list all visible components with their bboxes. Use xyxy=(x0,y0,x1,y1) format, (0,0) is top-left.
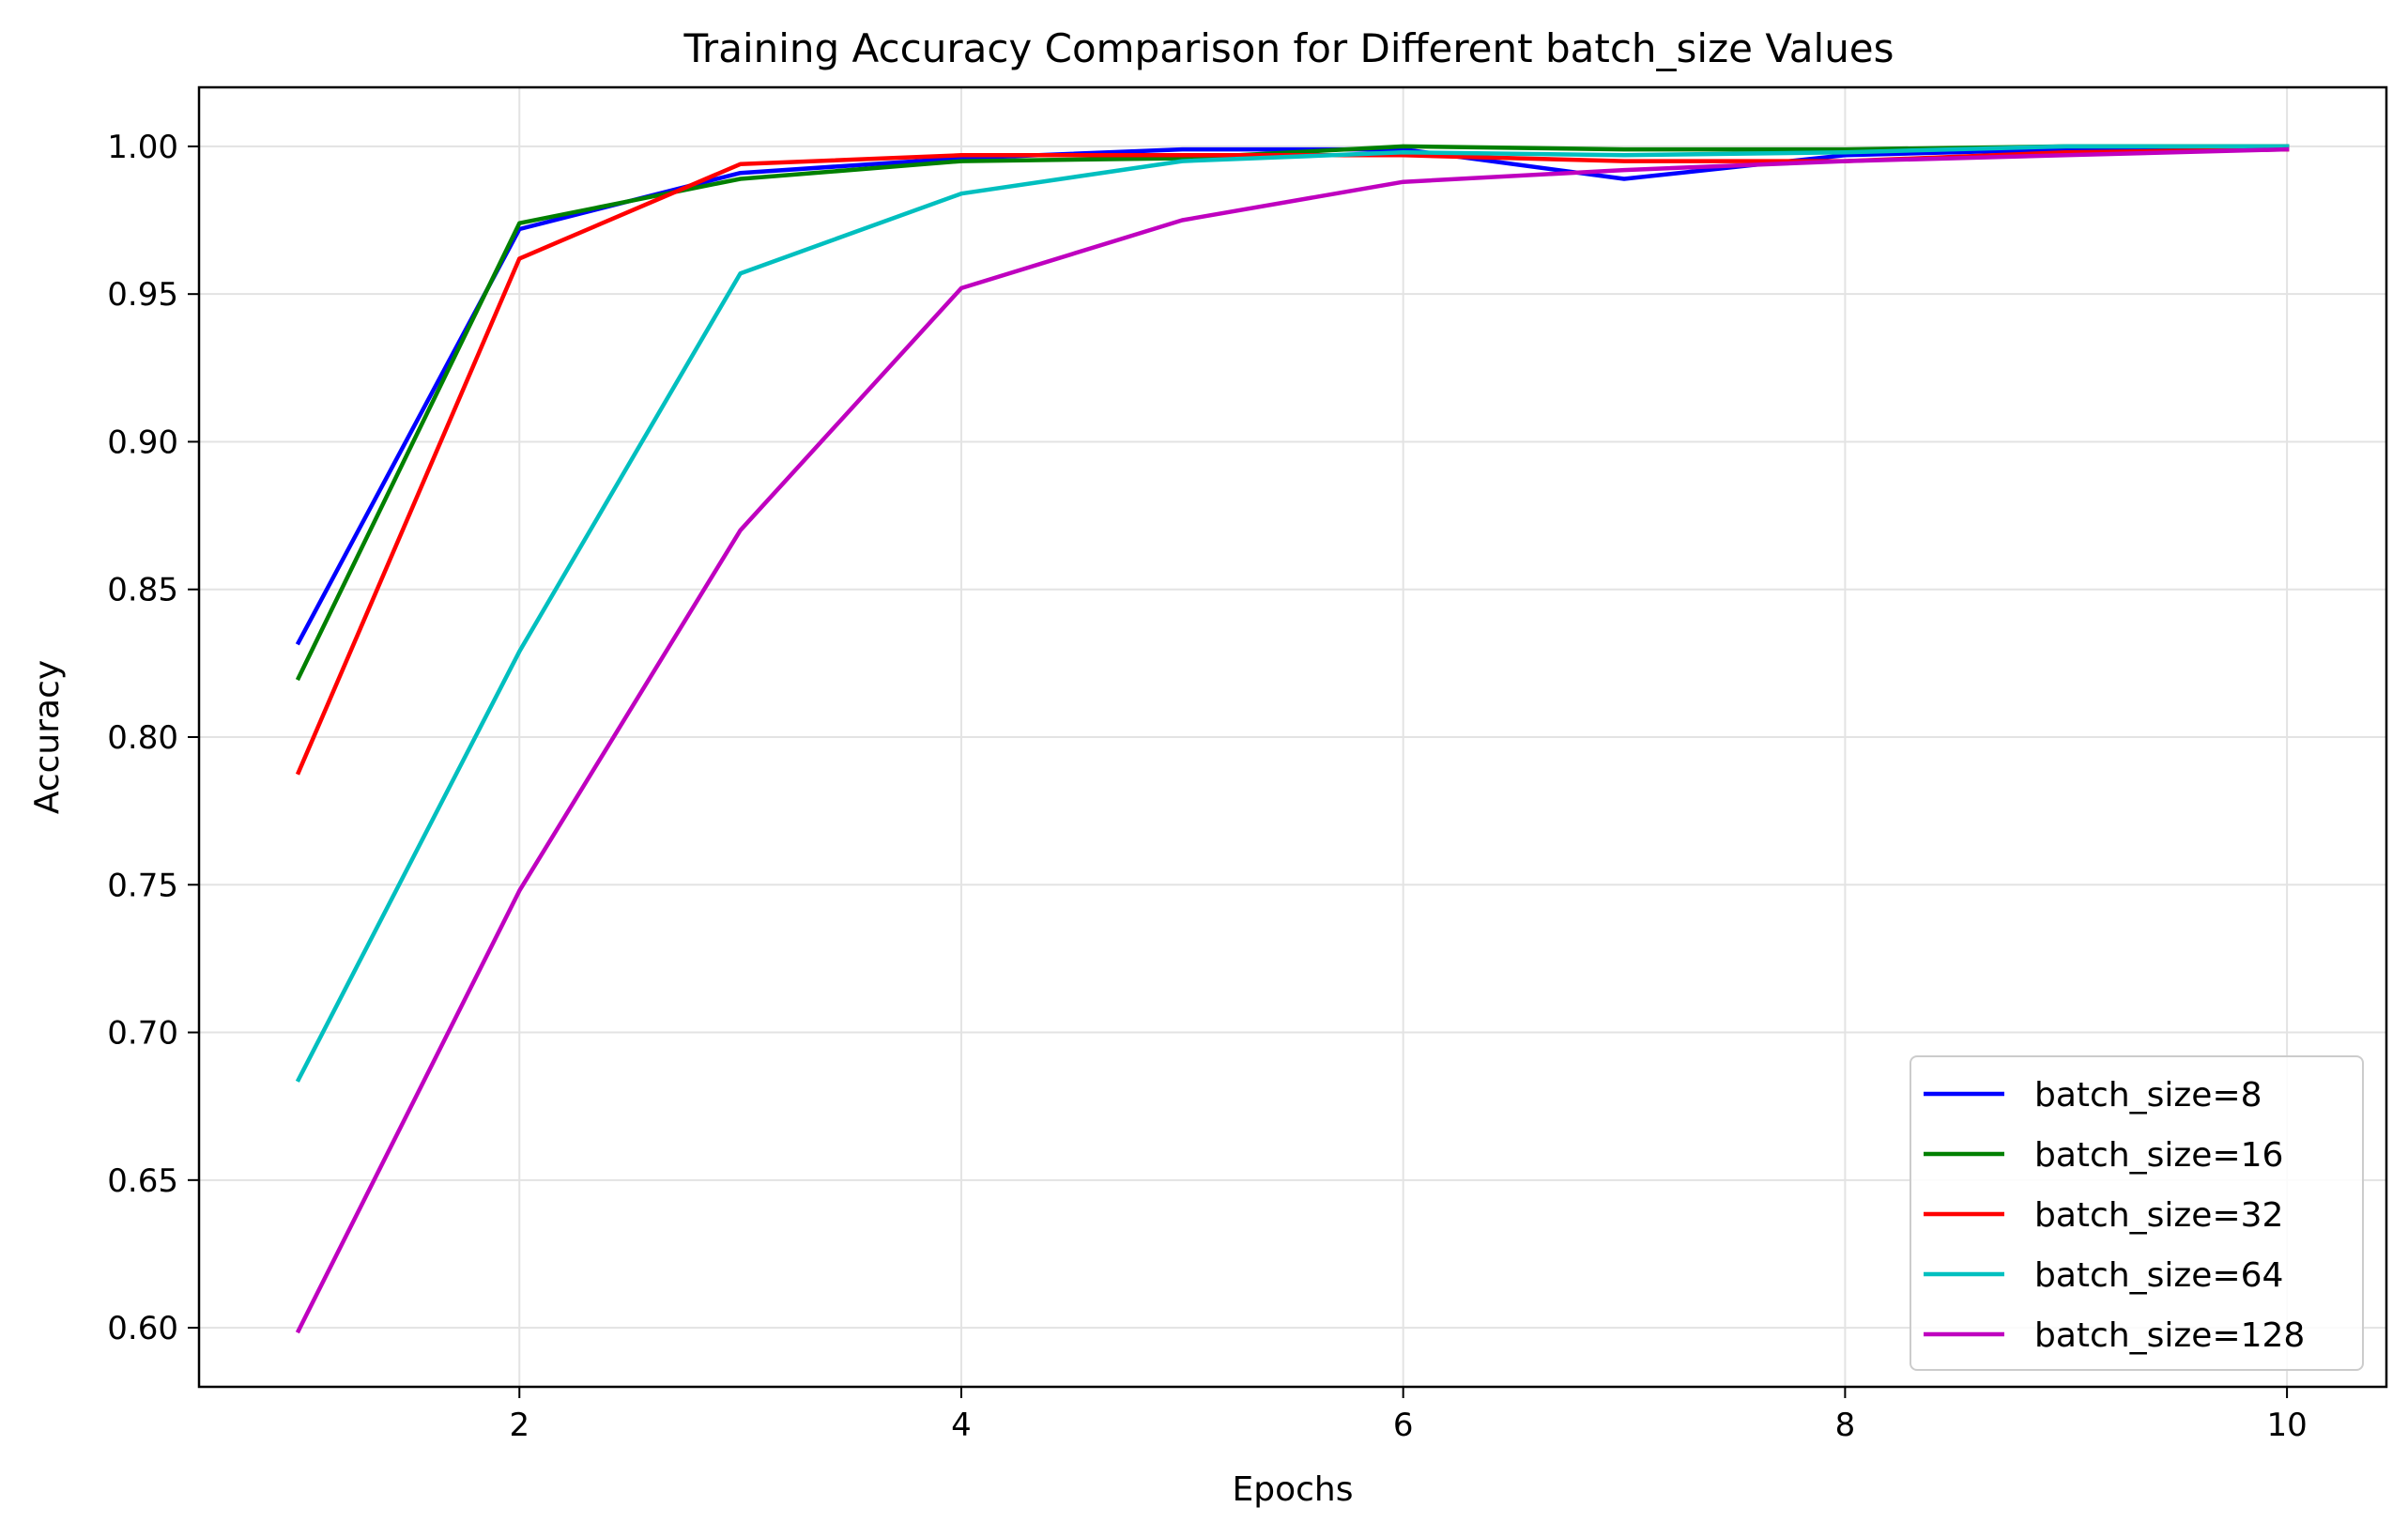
y-tick-label: 0.85 xyxy=(107,572,178,609)
series-line xyxy=(295,146,2290,1334)
y-tick-label: 0.80 xyxy=(107,719,178,757)
legend-label: batch_size=16 xyxy=(2034,1136,2283,1175)
y-tick-label: 0.70 xyxy=(107,1015,178,1053)
x-axis-title: Epochs xyxy=(1233,1470,1354,1509)
series-line xyxy=(295,144,2290,646)
y-tick-label: 1.00 xyxy=(107,129,178,166)
y-tick-label: 0.90 xyxy=(107,423,178,461)
y-tick-label: 0.60 xyxy=(107,1310,178,1347)
series-layer xyxy=(295,144,2290,1334)
ticks: 2 4 6 8 10 0.60 0.65 0.70 0.75 0.80 0.85 0.90 0.95 1.… xyxy=(107,129,2307,1444)
legend-label: batch_size=32 xyxy=(2034,1196,2283,1235)
x-tick-label: 2 xyxy=(509,1407,529,1444)
y-tick-label: 0.95 xyxy=(107,276,178,314)
chart-title: Training Accuracy Comparison for Differe… xyxy=(683,25,1894,71)
x-tick-label: 10 xyxy=(2266,1407,2307,1444)
y-tick-label: 0.75 xyxy=(107,867,178,904)
x-tick-label: 6 xyxy=(1393,1407,1414,1444)
x-tick-label: 4 xyxy=(951,1407,972,1444)
y-axis-title: Accuracy xyxy=(28,660,67,814)
legend-box xyxy=(1910,1055,2364,1371)
x-tick-label: 8 xyxy=(1835,1407,1856,1444)
legend: batch_size=8 batch_size=16 batch_size=32ba… xyxy=(1910,1055,2364,1371)
series-line xyxy=(295,144,2290,1083)
legend-label: batch_size=8 xyxy=(2034,1076,2262,1115)
legend-label: batch_size=128 xyxy=(2034,1316,2305,1355)
series-line xyxy=(295,146,2290,776)
legend-label: batch_size=64 xyxy=(2034,1256,2283,1295)
y-tick-label: 0.65 xyxy=(107,1162,178,1200)
